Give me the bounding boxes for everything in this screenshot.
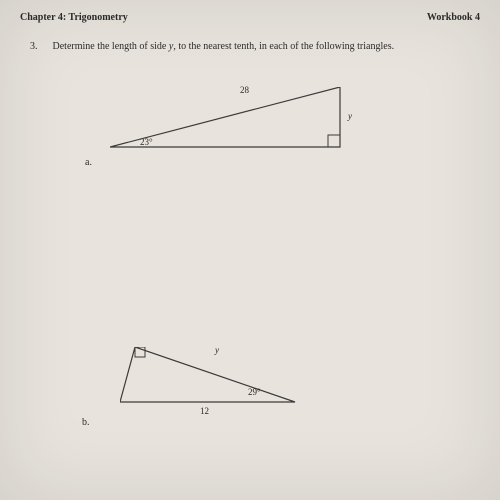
part-b-label: b. xyxy=(82,417,90,428)
page-header: Chapter 4: Trigonometry Workbook 4 xyxy=(20,12,480,23)
part-a-label: a. xyxy=(85,157,92,168)
triangle-b-shape xyxy=(120,347,295,402)
side-y-a-label: y xyxy=(348,111,352,121)
triangle-a: 28 y 23° xyxy=(110,87,370,172)
question-text: 3. Determine the length of side y, to th… xyxy=(20,41,480,52)
workbook-title: Workbook 4 xyxy=(427,12,480,23)
chapter-title: Chapter 4: Trigonometry xyxy=(20,12,128,23)
right-angle-box-a xyxy=(328,135,340,147)
side-y-b-label: y xyxy=(215,345,219,355)
question-number: 3. xyxy=(30,41,50,52)
triangle-a-svg xyxy=(110,87,370,167)
hypotenuse-a-label: 28 xyxy=(240,85,249,95)
page: Chapter 4: Trigonometry Workbook 4 3. De… xyxy=(0,0,500,500)
angle-a-label: 23° xyxy=(140,137,153,147)
triangle-b-svg xyxy=(120,347,320,417)
question-prefix: Determine the length of side xyxy=(53,41,169,52)
question-suffix: , to the nearest tenth, in each of the f… xyxy=(173,41,394,52)
base-b-label: 12 xyxy=(200,406,209,416)
angle-b-label: 29° xyxy=(248,387,261,397)
triangle-b: 12 y 29° xyxy=(120,347,320,422)
